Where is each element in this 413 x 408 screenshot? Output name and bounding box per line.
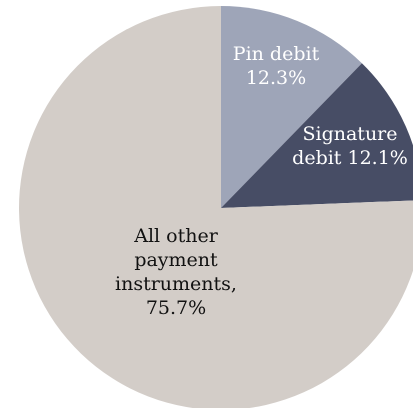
- pie-slice-pin-debit: [221, 6, 362, 208]
- pie-label-line: 75.7%: [146, 297, 206, 319]
- pie-label-line: Signature: [302, 123, 397, 145]
- pie-label-line: 12.3%: [246, 67, 306, 89]
- pie-label-line: All other: [133, 225, 218, 247]
- pie-label-line: debit 12.1%: [292, 147, 408, 169]
- pie-label-line: Pin debit: [233, 43, 320, 65]
- pie-labels: Pin debit 12.3% Signature debit 12.1% All ot…: [115, 43, 408, 319]
- pie-label-all-other-payment-instruments: All other payment instruments, 75.7%: [115, 225, 237, 319]
- pie-label-signature-debit: Signature debit 12.1%: [292, 123, 408, 169]
- pie-label-line: instruments,: [115, 273, 237, 295]
- pie-slices: [19, 6, 413, 408]
- pie-label-line: payment: [134, 249, 218, 271]
- pie-label-pin-debit: Pin debit 12.3%: [233, 43, 320, 89]
- pie-slice-all-other-payment-instruments: [19, 6, 413, 408]
- pie-slice-signature-debit: [221, 63, 413, 208]
